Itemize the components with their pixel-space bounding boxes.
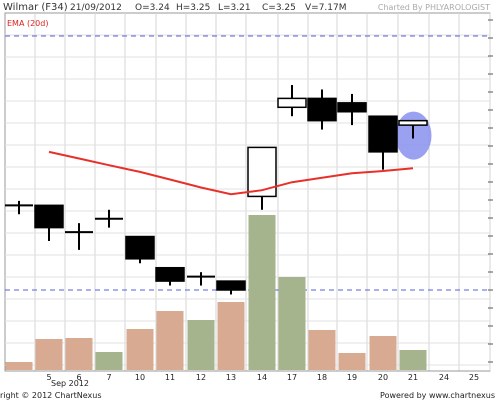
candle-body (368, 115, 398, 153)
x-tick-label: 7 (106, 373, 111, 382)
volume-bar (369, 336, 397, 370)
ema-line (48, 150, 414, 196)
volume-bar (187, 320, 215, 370)
x-axis: 5 6 7 10 11 12 13 14 17 18 19 20 21 24 25 (5, 370, 490, 382)
candle (155, 266, 185, 286)
chart-title: Wilmar (F34) (3, 2, 68, 13)
footer-powered-by: Powered by www.chartnexus (380, 391, 495, 400)
candle (95, 209, 123, 228)
candle (34, 204, 64, 241)
right-axis-tick-marks (488, 19, 493, 363)
volume-bar (65, 338, 93, 370)
volume-bar (308, 330, 336, 370)
candle-body (216, 280, 246, 291)
watermark: Charted By PHLYAROLOGIST (378, 3, 490, 12)
volume-bar (5, 362, 33, 370)
header-high: H=3.25 (176, 3, 210, 13)
candle (247, 146, 277, 210)
x-tick-label: 21 (408, 373, 418, 382)
header-volume: V=7.17M (305, 3, 347, 13)
volume-bar (399, 350, 427, 370)
header-open: O=3.24 (135, 3, 170, 13)
header-close: C=3.25 (262, 3, 296, 13)
volume-bar (338, 353, 366, 370)
header-date: 21/09/2012 (70, 3, 122, 13)
x-tick-label: 19 (347, 373, 357, 382)
candle-body (277, 97, 307, 109)
candle (337, 93, 367, 126)
volume-bar (126, 329, 154, 370)
candle-body (398, 119, 428, 126)
candle-body (125, 235, 155, 260)
x-tick-label: 11 (165, 373, 175, 382)
candle-body (337, 102, 367, 113)
volume-bar (217, 302, 245, 370)
x-tick-label: 25 (469, 373, 479, 382)
x-tick-label: 6 (76, 373, 81, 382)
footer-copyright: right © 2012 ChartNexus (0, 391, 102, 400)
x-tick-label: 10 (135, 373, 145, 382)
candle (277, 85, 307, 117)
candle (187, 272, 215, 286)
volume-bar (278, 277, 306, 370)
month-label: Sep 2012 (51, 379, 89, 388)
volume-bar (248, 215, 276, 370)
grid-lines (5, 13, 491, 371)
x-tick-label: 12 (196, 373, 206, 382)
candle-body (247, 146, 277, 198)
candles (5, 85, 428, 295)
volume-bar (156, 311, 184, 370)
candle (5, 200, 33, 215)
x-tick-label: 24 (439, 373, 449, 382)
candle (368, 115, 398, 170)
candle (307, 89, 337, 130)
x-tick-label: 17 (287, 373, 297, 382)
volume-bars (5, 215, 427, 370)
candle (216, 280, 246, 295)
ema-legend-label: EMA (20d) (7, 19, 48, 28)
candle (125, 235, 155, 264)
ema-series (48, 150, 414, 196)
volume-bar (95, 352, 123, 370)
candle (398, 119, 428, 139)
candle-body (155, 266, 185, 282)
candle (65, 223, 93, 250)
x-tick-label: 5 (46, 373, 51, 382)
header-low: L=3.21 (218, 3, 251, 13)
volume-bar (35, 339, 63, 370)
x-tick-label: 13 (226, 373, 236, 382)
x-tick-label: 18 (317, 373, 327, 382)
candle-body (307, 97, 337, 122)
x-tick-label: 14 (257, 373, 267, 382)
x-tick-label: 20 (378, 373, 388, 382)
candle-body (34, 204, 64, 229)
